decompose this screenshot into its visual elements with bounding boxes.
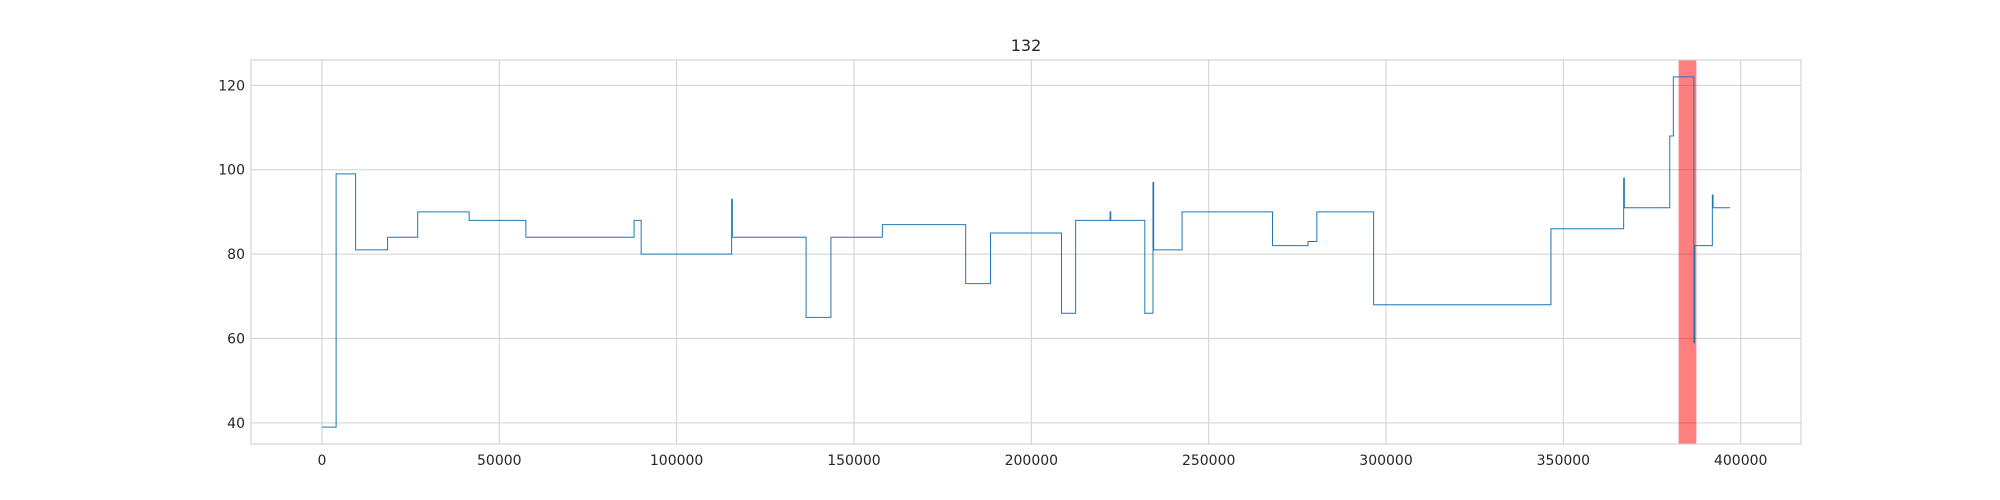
x-tick-label-6: 300000 [1359, 453, 1412, 469]
x-tick-label-2: 100000 [650, 453, 703, 469]
series-lines [321, 76, 1731, 428]
x-tick-label-4: 200000 [1005, 453, 1058, 469]
x-tick-label-7: 350000 [1537, 453, 1590, 469]
x-tick-label-8: 400000 [1714, 453, 1767, 469]
y-tick-label-0: 40 [227, 416, 245, 432]
x-tick-label-0: 0 [317, 453, 326, 469]
highlight-spans [1678, 60, 1697, 444]
x-tick-labels: 0 50000 100000 150000 200000 250000 300000 3500… [317, 453, 1767, 469]
grid-lines [251, 60, 1801, 444]
chart-title: 132 [1011, 36, 1042, 55]
plot-frame-border [250, 59, 1802, 445]
highlight-span [1678, 60, 1697, 444]
x-tick-label-3: 150000 [827, 453, 880, 469]
plot-frame [250, 59, 1802, 445]
x-tick-label-5: 250000 [1182, 453, 1235, 469]
series-line-0 [321, 76, 1731, 428]
x-tick-label-1: 50000 [477, 453, 522, 469]
y-tick-label-3: 100 [218, 163, 245, 179]
y-tick-label-4: 120 [218, 78, 245, 94]
y-tick-label-1: 60 [227, 332, 245, 348]
y-tick-labels: 40 60 80 100 120 [218, 78, 245, 432]
y-tick-label-2: 80 [227, 247, 245, 263]
